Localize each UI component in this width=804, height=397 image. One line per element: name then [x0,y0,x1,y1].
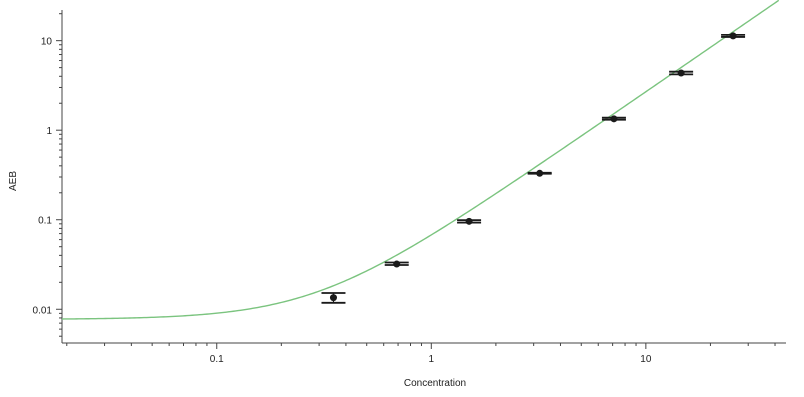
data-point [465,217,473,225]
data-points-layer [321,32,746,304]
data-point [329,294,337,302]
x-axis-label: Concentration [404,378,466,389]
y-tick-label: 0.1 [38,216,52,227]
y-tick-label: 0.01 [33,305,53,316]
data-point [610,115,618,123]
axes-layer: 0.1 1 10 0.01 0.1 1 10 [33,10,786,365]
data-point [393,260,401,268]
data-point [729,32,737,40]
x-tick-label: 0.1 [210,354,224,365]
y-tick-label: 1 [46,126,52,137]
y-axis-label: AEB [8,171,19,191]
data-point [677,69,685,77]
x-tick-label: 10 [640,354,652,365]
fit-curve-layer [61,0,780,320]
y-tick-label: 10 [41,37,53,48]
fit-curve-line [61,0,780,320]
x-tick-label: 1 [429,354,435,365]
data-point [536,169,544,177]
